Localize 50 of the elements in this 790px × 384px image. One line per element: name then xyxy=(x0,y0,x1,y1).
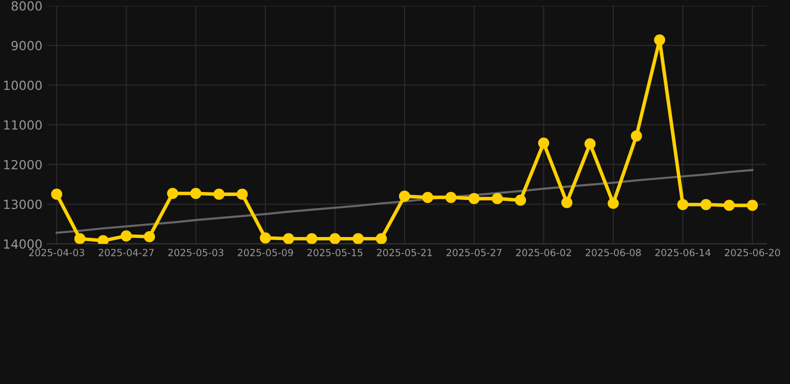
point xyxy=(492,193,503,204)
y-tick-label: 9000 xyxy=(12,40,42,50)
point xyxy=(445,192,456,203)
x-tick-label: 2025-05-15 xyxy=(307,248,362,256)
point xyxy=(398,190,410,202)
point xyxy=(51,188,62,200)
point xyxy=(538,137,550,149)
point xyxy=(724,200,735,211)
point xyxy=(144,231,155,242)
point xyxy=(329,233,341,244)
point xyxy=(608,198,619,209)
point xyxy=(306,233,318,244)
x-tick-label: 2025-05-21 xyxy=(376,248,432,256)
point xyxy=(422,192,434,203)
x-tick-label: 2025-06-14 xyxy=(655,248,711,256)
line-series xyxy=(56,168,754,234)
x-tick-label: 2025-05-27 xyxy=(446,248,502,256)
point xyxy=(74,233,86,244)
y-tick-label: 13000 xyxy=(4,200,42,210)
y-tick-label: 8000 xyxy=(12,1,42,11)
x-tick-label: 2025-06-08 xyxy=(586,248,641,256)
y-tick-label: 11000 xyxy=(4,120,42,130)
point xyxy=(468,193,480,204)
x-tick-label: 2025-06-02 xyxy=(516,248,571,256)
point xyxy=(630,130,642,142)
point xyxy=(236,188,248,200)
point xyxy=(167,188,178,199)
point xyxy=(352,233,364,244)
point xyxy=(677,199,688,210)
point xyxy=(376,233,387,244)
x-tick-label: 2025-04-27 xyxy=(98,248,154,256)
point xyxy=(654,34,666,46)
x-tick-label: 2025-05-03 xyxy=(168,248,224,256)
point xyxy=(584,138,596,150)
point xyxy=(561,197,572,208)
point xyxy=(213,188,225,200)
x-tick-label: 2025-05-09 xyxy=(238,248,293,256)
x-tick-label: 2025-06-20 xyxy=(724,248,780,256)
point xyxy=(260,232,271,244)
point xyxy=(98,235,109,244)
point xyxy=(120,230,132,242)
y-tick-label: 12000 xyxy=(4,160,42,170)
point xyxy=(700,199,712,210)
y-tick-label: 10000 xyxy=(4,80,42,90)
point xyxy=(746,200,758,211)
y-tick-label: 14000 xyxy=(4,239,42,249)
point xyxy=(514,194,526,206)
point xyxy=(283,233,294,244)
x-tick-label: 2025-04-03 xyxy=(29,248,84,256)
point xyxy=(190,188,202,199)
